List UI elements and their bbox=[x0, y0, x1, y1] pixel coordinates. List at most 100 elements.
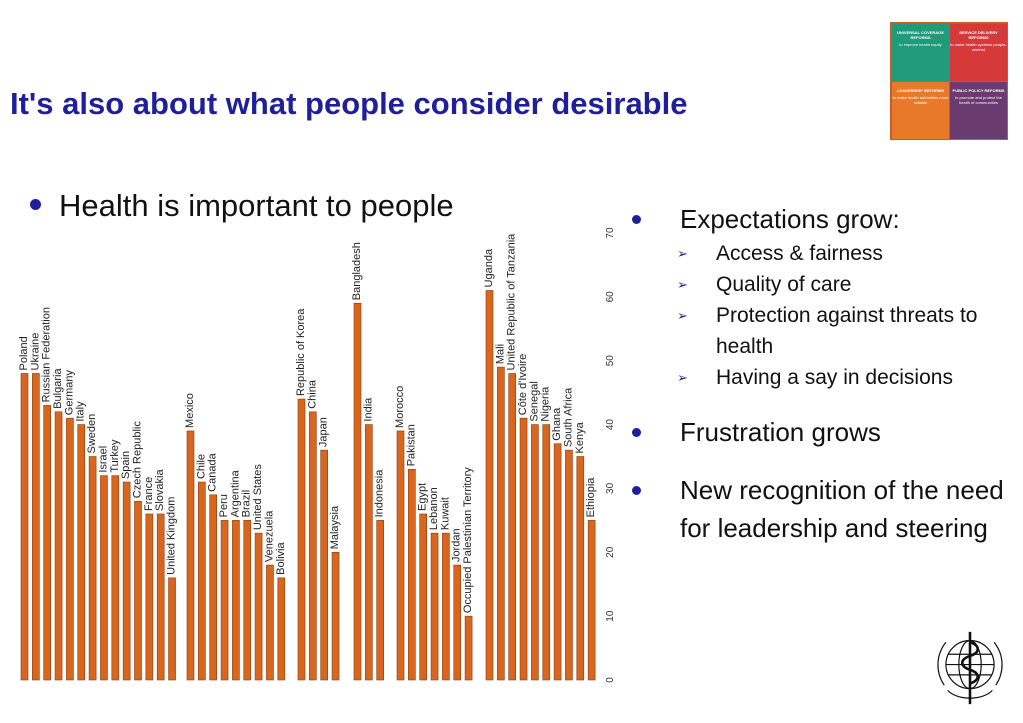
category-label: Pakistan bbox=[405, 424, 417, 466]
category-label: Venezuela bbox=[263, 510, 275, 562]
category-label: Sweden bbox=[86, 414, 98, 454]
bar-pakistan bbox=[408, 468, 416, 681]
category-label: Lebanon bbox=[428, 487, 440, 530]
bar-occupied-palestinian-territory bbox=[464, 615, 473, 681]
bar-nigeria bbox=[542, 424, 551, 681]
category-label: Japan bbox=[318, 417, 330, 447]
right-panel: Expectations grow: ➢ Access & fairness ➢ Q… bbox=[632, 200, 1017, 547]
category-label: United Republic of Tanzania bbox=[506, 233, 518, 371]
who-emblem-icon bbox=[937, 631, 1003, 705]
puzzle-piece-public-policy: PUBLIC POLICY REFORMS to promote and prot… bbox=[950, 82, 1007, 139]
bar-south-africa bbox=[565, 449, 573, 681]
category-label: Occupied Palestinian Territory bbox=[462, 467, 474, 613]
category-label: France bbox=[143, 477, 155, 511]
category-label: Mali bbox=[494, 344, 506, 364]
slide-title: It's also about what people consider des… bbox=[10, 86, 688, 121]
category-label: Kenya bbox=[574, 421, 586, 453]
bar-republic-of-korea bbox=[297, 398, 306, 681]
bar-china bbox=[309, 411, 317, 681]
bar-sweden bbox=[88, 456, 97, 681]
category-label: United States bbox=[252, 464, 264, 531]
category-label: Kuwait bbox=[439, 497, 451, 530]
category-label: Brazil bbox=[241, 490, 253, 518]
category-label: United Kingdom bbox=[166, 497, 178, 575]
bullet-dot-icon bbox=[632, 215, 641, 224]
bar-italy bbox=[77, 424, 86, 681]
sub-bullet-access: ➢ Access & fairness bbox=[632, 238, 1017, 269]
arrow-bullet-icon: ➢ bbox=[677, 370, 688, 385]
category-label: Morocco bbox=[394, 386, 406, 428]
bar-poland bbox=[20, 373, 29, 681]
bullet-text: Expectations grow: bbox=[680, 204, 900, 234]
bar-india bbox=[365, 424, 373, 681]
category-label: Nigeria bbox=[540, 386, 552, 422]
category-label: Germany bbox=[63, 369, 75, 415]
sub-bullet-text: Protection against threats to health bbox=[716, 304, 978, 358]
category-label: Uganda bbox=[483, 248, 495, 287]
bar-chile bbox=[198, 481, 206, 681]
bar-ukraine bbox=[32, 373, 40, 681]
category-label: Argentina bbox=[229, 469, 241, 517]
y-tick-label: 40 bbox=[605, 419, 616, 431]
sub-bullet-say: ➢ Having a say in decisions bbox=[632, 362, 1017, 393]
bar-peru bbox=[220, 520, 229, 681]
bar-jordan bbox=[453, 564, 462, 681]
bullet-text: New recognition of the need for leadersh… bbox=[680, 475, 1004, 543]
puzzle-piece-service-delivery: SERVICE DELIVERY REFORMS to make health s… bbox=[950, 24, 1007, 81]
bar-bangladesh bbox=[353, 302, 362, 681]
bar-united-states bbox=[254, 532, 263, 681]
y-tick-label: 30 bbox=[605, 482, 616, 494]
desirability-bar-chart: Poland Ukraine Russian Federation Bulgaria G… bbox=[18, 227, 616, 683]
arrow-bullet-icon: ➢ bbox=[677, 246, 688, 261]
bar-japan bbox=[320, 449, 329, 681]
bar-turkey bbox=[111, 475, 120, 681]
category-label: Bangladesh bbox=[351, 242, 363, 300]
category-label: Italy bbox=[75, 401, 87, 422]
bar-united-republic-of-tanzania bbox=[508, 373, 517, 681]
bar-kuwait bbox=[442, 532, 450, 681]
category-label: Indonesia bbox=[374, 469, 386, 518]
bar-czech-republic bbox=[134, 500, 142, 681]
category-label: Peru bbox=[218, 494, 230, 517]
bar-venezuela bbox=[266, 564, 274, 681]
bar-morocco bbox=[396, 430, 405, 681]
bullet-frustration: Frustration grows bbox=[632, 413, 1017, 451]
category-label: Republic of Korea bbox=[295, 308, 307, 396]
category-label: South Africa bbox=[562, 387, 574, 447]
y-tick-label: 20 bbox=[605, 546, 616, 558]
bar-uganda bbox=[485, 290, 494, 681]
category-label: Canada bbox=[207, 452, 219, 491]
category-label: Bolivia bbox=[275, 542, 287, 575]
bullet-dot-icon bbox=[632, 486, 641, 495]
sub-bullet-text: Quality of care bbox=[716, 273, 852, 296]
category-label: Turkey bbox=[109, 439, 121, 473]
category-label: Chile bbox=[195, 454, 207, 479]
sub-bullet-text: Access & fairness bbox=[716, 242, 883, 265]
y-tick-label: 50 bbox=[605, 355, 616, 367]
category-label: China bbox=[306, 379, 318, 409]
arrow-bullet-icon: ➢ bbox=[677, 277, 688, 292]
lead-bullet: Health is important to people bbox=[30, 188, 454, 224]
bar-argentina bbox=[232, 520, 240, 681]
bar-kenya bbox=[576, 456, 585, 681]
bar-egypt bbox=[419, 513, 428, 681]
category-label: Czech Republic bbox=[132, 421, 144, 499]
category-label: Ukraine bbox=[29, 333, 41, 371]
category-label: Russian Federation bbox=[41, 307, 53, 402]
bar-canada bbox=[209, 494, 217, 681]
bar-ethiopia bbox=[587, 520, 596, 681]
bar-united-kingdom bbox=[168, 577, 176, 681]
category-label: Senegal bbox=[528, 381, 540, 421]
bar-france bbox=[145, 513, 154, 681]
bullet-expectations: Expectations grow: bbox=[632, 200, 1017, 238]
y-tick-label: 10 bbox=[605, 610, 616, 622]
bar-malaysia bbox=[331, 551, 340, 681]
category-label: Côte d'Ivoire bbox=[517, 354, 529, 415]
bullet-recognition: New recognition of the need for leadersh… bbox=[632, 471, 1017, 547]
bar-lebanon bbox=[430, 532, 439, 681]
bar-ghana bbox=[553, 443, 562, 681]
bullet-dot-icon bbox=[30, 199, 41, 211]
bar-germany bbox=[66, 417, 74, 681]
category-label: Egypt bbox=[417, 483, 429, 511]
y-tick-label: 70 bbox=[605, 227, 616, 239]
